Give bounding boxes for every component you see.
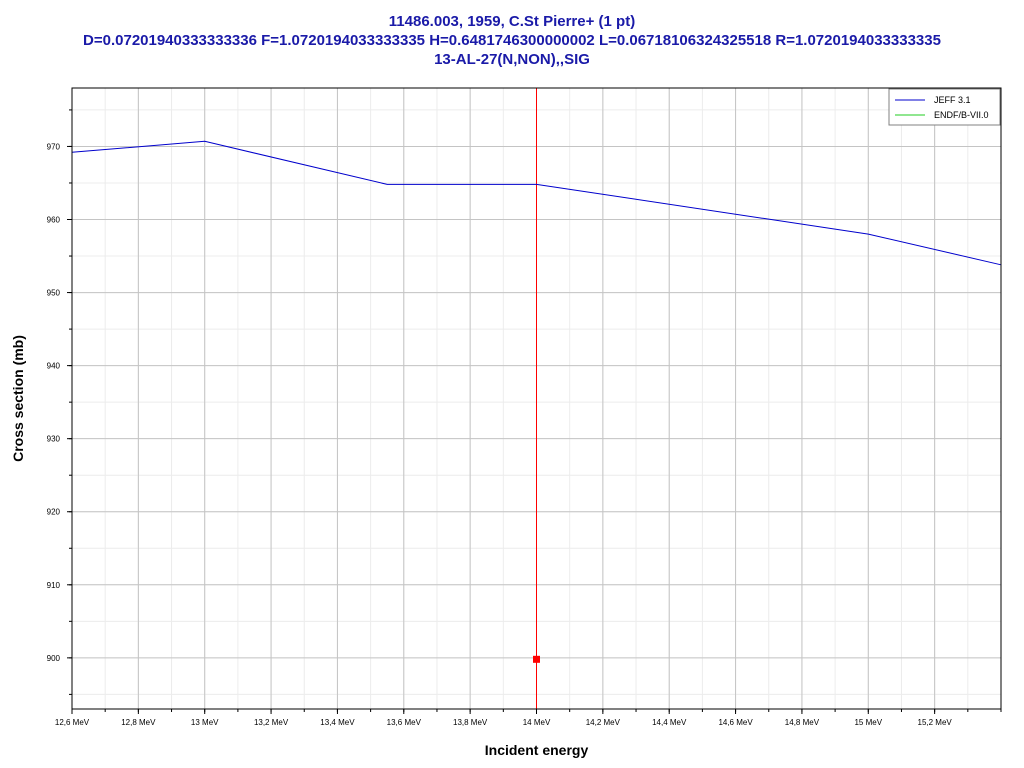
data-point: [533, 655, 540, 663]
legend: JEFF 3.1 ENDF/B-VII.0: [888, 88, 1001, 126]
x-tick-label: 12,6 MeV: [55, 718, 90, 727]
y-tick-label: 970: [47, 142, 61, 151]
x-tick-label: 14,6 MeV: [718, 718, 753, 727]
x-tick-label: 14,2 MeV: [586, 718, 621, 727]
legend-label: ENDF/B-VII.0: [934, 110, 989, 120]
x-tick-label: 14,4 MeV: [652, 718, 687, 727]
x-tick-label: 14 MeV: [523, 718, 551, 727]
y-tick-label: 920: [47, 508, 61, 517]
legend-box: [888, 88, 1001, 126]
legend-label: JEFF 3.1: [934, 95, 971, 105]
x-tick-label: 14,8 MeV: [785, 718, 820, 727]
y-tick-label: 940: [47, 362, 61, 371]
label-layer: 12,6 MeV 12,8 MeV 13 MeV 13,2 MeV 13,4 MeV 13…: [47, 142, 953, 727]
axis-layer: [67, 87, 1002, 714]
y-tick-label: 960: [47, 216, 61, 225]
y-tick-label: 930: [47, 435, 61, 444]
x-tick-label: 12,8 MeV: [121, 718, 156, 727]
y-axis-title: Cross section (mb): [10, 335, 26, 462]
series-layer: [71, 88, 1002, 709]
chart-title-line-2: D=0.07201940333333336 F=1.07201940333333…: [83, 32, 941, 49]
series-line: [71, 140, 1002, 266]
x-axis-title: Incident energy: [485, 742, 589, 758]
x-tick-label: 15,2 MeV: [918, 718, 953, 727]
chart-title-line-1: 11486.003, 1959, C.St Pierre+ (1 pt): [388, 13, 636, 30]
x-tick-label: 13,8 MeV: [453, 718, 488, 727]
y-tick-label: 910: [47, 581, 61, 590]
chart-title-block: 11486.003, 1959, C.St Pierre+ (1 pt) D=0…: [0, 12, 1024, 69]
x-tick-label: 15 MeV: [854, 718, 882, 727]
x-tick-label: 13,2 MeV: [254, 718, 289, 727]
chart-title-line-3: 13-AL-27(N,NON),,SIG: [434, 51, 590, 68]
x-tick-label: 13,4 MeV: [320, 718, 355, 727]
x-tick-label: 13 MeV: [191, 718, 219, 727]
y-tick-label: 900: [47, 654, 61, 663]
y-tick-label: 950: [47, 289, 61, 298]
plot-frame: [71, 87, 1002, 710]
x-tick-label: 13,6 MeV: [387, 718, 422, 727]
